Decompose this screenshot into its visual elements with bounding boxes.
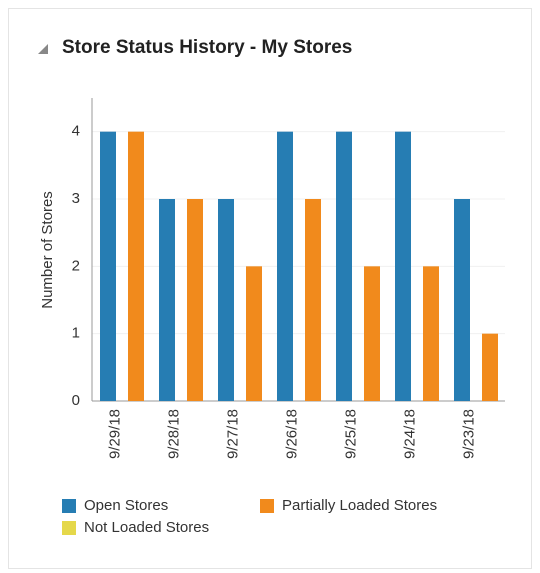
- legend-label: Not Loaded Stores: [84, 519, 209, 536]
- legend-swatch: [260, 499, 274, 513]
- bar: [482, 333, 498, 401]
- y-tick-label: 0: [72, 392, 80, 409]
- bar: [395, 131, 411, 401]
- y-tick-label: 1: [72, 325, 80, 342]
- x-tick-label: 9/26/18: [283, 409, 300, 459]
- x-tick-label: 9/23/18: [460, 409, 477, 459]
- collapse-icon[interactable]: [38, 44, 48, 54]
- bar: [277, 131, 293, 401]
- y-tick-label: 3: [72, 190, 80, 207]
- x-tick-label: 9/28/18: [165, 409, 182, 459]
- legend-swatch: [62, 521, 76, 535]
- legend-label: Open Stores: [84, 497, 168, 514]
- y-tick-label: 4: [72, 123, 80, 140]
- chart-title: Store Status History - My Stores: [62, 37, 352, 58]
- x-tick-label: 9/25/18: [342, 409, 359, 459]
- bar: [336, 131, 352, 401]
- bar: [187, 199, 203, 401]
- x-tick-label: 9/24/18: [401, 409, 418, 459]
- bar: [128, 131, 144, 401]
- y-tick-label: 2: [72, 257, 80, 274]
- x-tick-label: 9/27/18: [224, 409, 241, 459]
- bar: [100, 131, 116, 401]
- bar: [305, 199, 321, 401]
- x-tick-label: 9/29/18: [106, 409, 123, 459]
- bar: [454, 199, 470, 401]
- legend-swatch: [62, 499, 76, 513]
- bar: [159, 199, 175, 401]
- bar: [364, 266, 380, 401]
- panel: [8, 8, 532, 569]
- bar: [246, 266, 262, 401]
- legend-label: Partially Loaded Stores: [282, 497, 437, 514]
- bar: [423, 266, 439, 401]
- bar: [218, 199, 234, 401]
- y-axis-label: Number of Stores: [39, 191, 56, 309]
